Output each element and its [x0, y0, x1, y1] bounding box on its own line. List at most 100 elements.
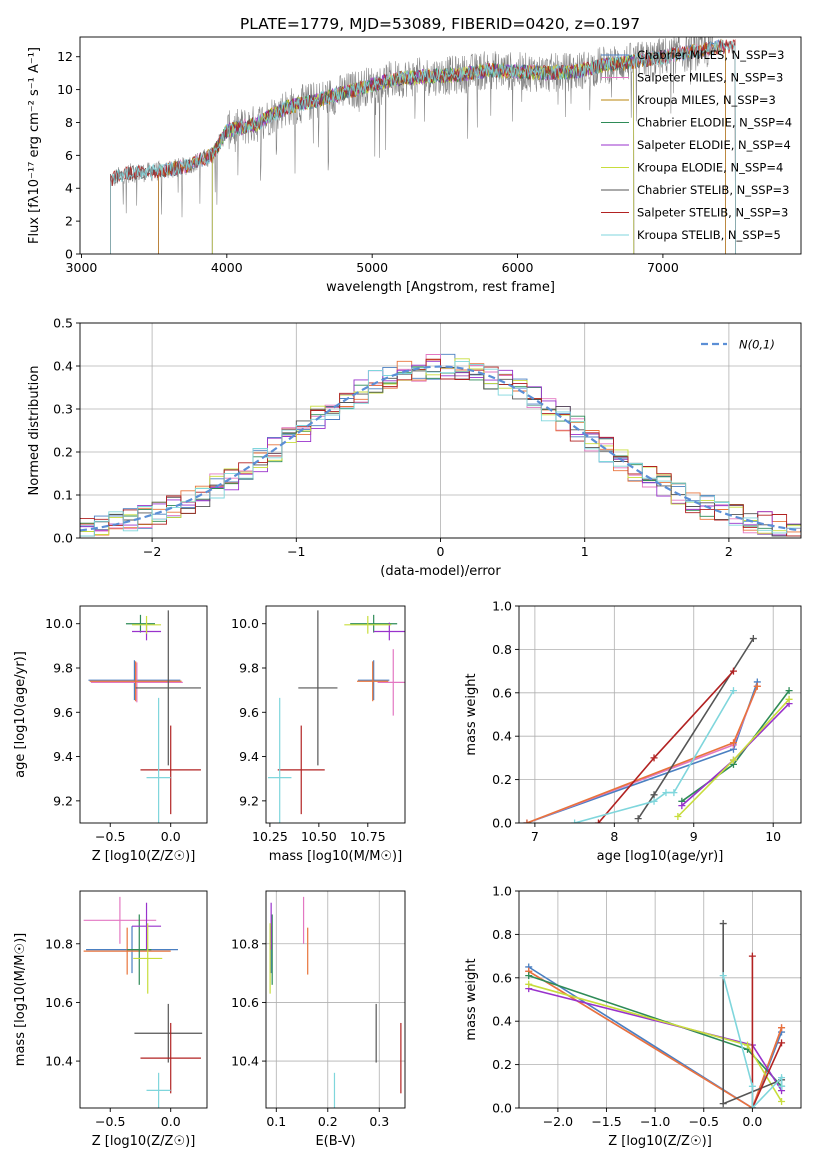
mass-weight-marker	[729, 687, 737, 695]
y-tick-label: 0.4	[492, 1014, 512, 1029]
error-cross	[298, 610, 338, 766]
legend-entry: Salpeter ELODIE, N_SSP=4	[637, 138, 791, 152]
plot-area-age_vs_mass	[267, 610, 405, 823]
error-cross	[132, 615, 162, 634]
y-tick-label: 12	[57, 49, 73, 64]
chart-age_vs_mass: 10.25 10.50 10.75 9.2 9.4 9.6 9.8 10.0 mass [log…	[231, 605, 406, 864]
y-tick-label: 1.0	[492, 884, 512, 899]
x-tick-label: 0.2	[318, 1114, 338, 1129]
y-tick-label: 10.6	[45, 995, 73, 1010]
x-axis-label: (data-model)/error	[380, 564, 501, 579]
error-cross	[357, 661, 389, 702]
x-tick-label: 6000	[502, 260, 534, 275]
error-cross	[267, 697, 292, 823]
error-cross	[132, 902, 162, 950]
legend-entry: Chabrier MILES, N_SSP=3	[637, 48, 784, 62]
mass-weight-marker	[674, 812, 682, 820]
y-tick-label: 10.4	[45, 1054, 73, 1069]
y-axis-label: mass weight	[464, 958, 479, 1040]
mass-weight-marker	[729, 667, 737, 675]
y-tick-label: 4	[65, 181, 73, 196]
x-tick-label: 10.50	[301, 829, 337, 844]
mass-weight-marker	[634, 815, 642, 823]
y-axis-label: mass weight	[464, 673, 479, 755]
plot-area-mass_vs_EBV	[269, 896, 402, 1108]
x-tick-label: 0.0	[742, 1114, 762, 1129]
plot-frame	[518, 890, 802, 1109]
plot-area-massweight_vs_age	[523, 635, 793, 823]
mass-weight-marker	[650, 797, 658, 805]
mass-weight-marker	[778, 1024, 786, 1032]
x-tick-label: 10.25	[252, 829, 288, 844]
chart-massweight_vs_age: 7 8 9 10 0.0 0.2 0.4 0.6 0.8 1.0 age [log10(age/yr…	[464, 599, 802, 864]
mass-weight-line	[751, 956, 783, 1108]
y-tick-label: 0.1	[53, 488, 73, 503]
y-tick-label: 9.8	[53, 661, 73, 676]
mass-weight-marker	[778, 1074, 786, 1082]
x-tick-label: 4000	[211, 260, 243, 275]
legend-entry: Kroupa ELODIE, N_SSP=4	[637, 161, 783, 175]
y-tick-label: 0.5	[53, 316, 73, 331]
error-cross	[134, 1003, 203, 1063]
mass-weight-marker	[785, 695, 793, 703]
error-cross	[146, 697, 171, 823]
x-tick-label: −1	[287, 544, 305, 559]
x-tick-label: −0.5	[689, 1114, 719, 1129]
x-tick-label: 0.3	[369, 1114, 389, 1129]
mass-weight-marker	[729, 739, 737, 747]
mass-weight-marker	[785, 687, 793, 695]
x-tick-label: −1.5	[591, 1114, 621, 1129]
x-axis-label: Z [log10(Z/Z☉)]	[608, 1134, 712, 1149]
x-tick-label: 5000	[356, 260, 388, 275]
x-tick-label: 0.1	[266, 1114, 286, 1129]
mass-weight-marker	[719, 972, 727, 980]
plot-area-age_vs_Z	[88, 610, 201, 823]
y-tick-label: 9.4	[53, 749, 73, 764]
mass-weight-marker	[523, 819, 531, 823]
error-cross	[125, 614, 155, 633]
y-axis-label: Normed distribution	[27, 366, 42, 496]
plot-area-mass_vs_Z	[83, 896, 203, 1108]
plot-frame	[79, 890, 208, 1109]
y-tick-label: 6	[65, 148, 73, 163]
mass-weight-marker	[670, 789, 678, 797]
error-cross	[88, 660, 181, 701]
error-cross	[344, 615, 392, 634]
x-axis-label: wavelength [Angstrom, rest frame]	[326, 280, 555, 295]
x-tick-label: 3000	[66, 260, 98, 275]
mass-weight-marker	[662, 789, 670, 797]
error-cross	[133, 923, 163, 994]
y-tick-label: 0	[65, 247, 73, 262]
y-tick-label: 1.0	[492, 599, 512, 614]
y-tick-label: 10.8	[45, 936, 73, 951]
x-tick-label: 0.0	[161, 1114, 181, 1129]
chart-residuals: −2 −1 0 1 2 0.0 0.1 0.2 0.3 0.4 0.5 (data-model)/er…	[27, 316, 802, 579]
plot-frame	[265, 890, 406, 1109]
mass-weight-marker	[525, 980, 533, 988]
error-cross	[373, 622, 405, 641]
mass-weight-marker	[748, 1082, 756, 1090]
x-tick-label: 7000	[647, 260, 679, 275]
x-tick-label: −2.0	[543, 1114, 573, 1129]
x-axis-label: age [log10(age/yr)]	[597, 849, 724, 864]
legend-entry: Chabrier STELIB, N_SSP=3	[637, 183, 789, 197]
x-tick-label: 0	[437, 544, 445, 559]
x-tick-label: 9	[690, 829, 698, 844]
x-tick-label: −1.0	[640, 1114, 670, 1129]
error-cross	[90, 662, 183, 703]
error-cross	[135, 610, 201, 766]
mass-weight-marker	[678, 802, 686, 810]
y-tick-label: 10.0	[45, 616, 73, 631]
y-tick-label: 8	[65, 115, 73, 130]
error-cross	[83, 896, 157, 944]
legend-entry: Chabrier ELODIE, N_SSP=4	[637, 116, 792, 130]
y-tick-label: 0.3	[53, 402, 73, 417]
y-tick-label: 0.0	[492, 816, 512, 831]
mass-weight-marker	[719, 1100, 727, 1108]
x-tick-label: −2	[143, 544, 161, 559]
residual-histogram	[80, 361, 801, 537]
y-tick-label: 9.8	[239, 661, 259, 676]
mass-weight-marker	[749, 635, 757, 643]
chart-massweight_vs_Z: −2.0 −1.5 −1.0 −0.5 0.0 0.0 0.2 0.4 0.6 0.8 1.0 Z […	[464, 884, 802, 1149]
error-cross	[140, 725, 201, 815]
